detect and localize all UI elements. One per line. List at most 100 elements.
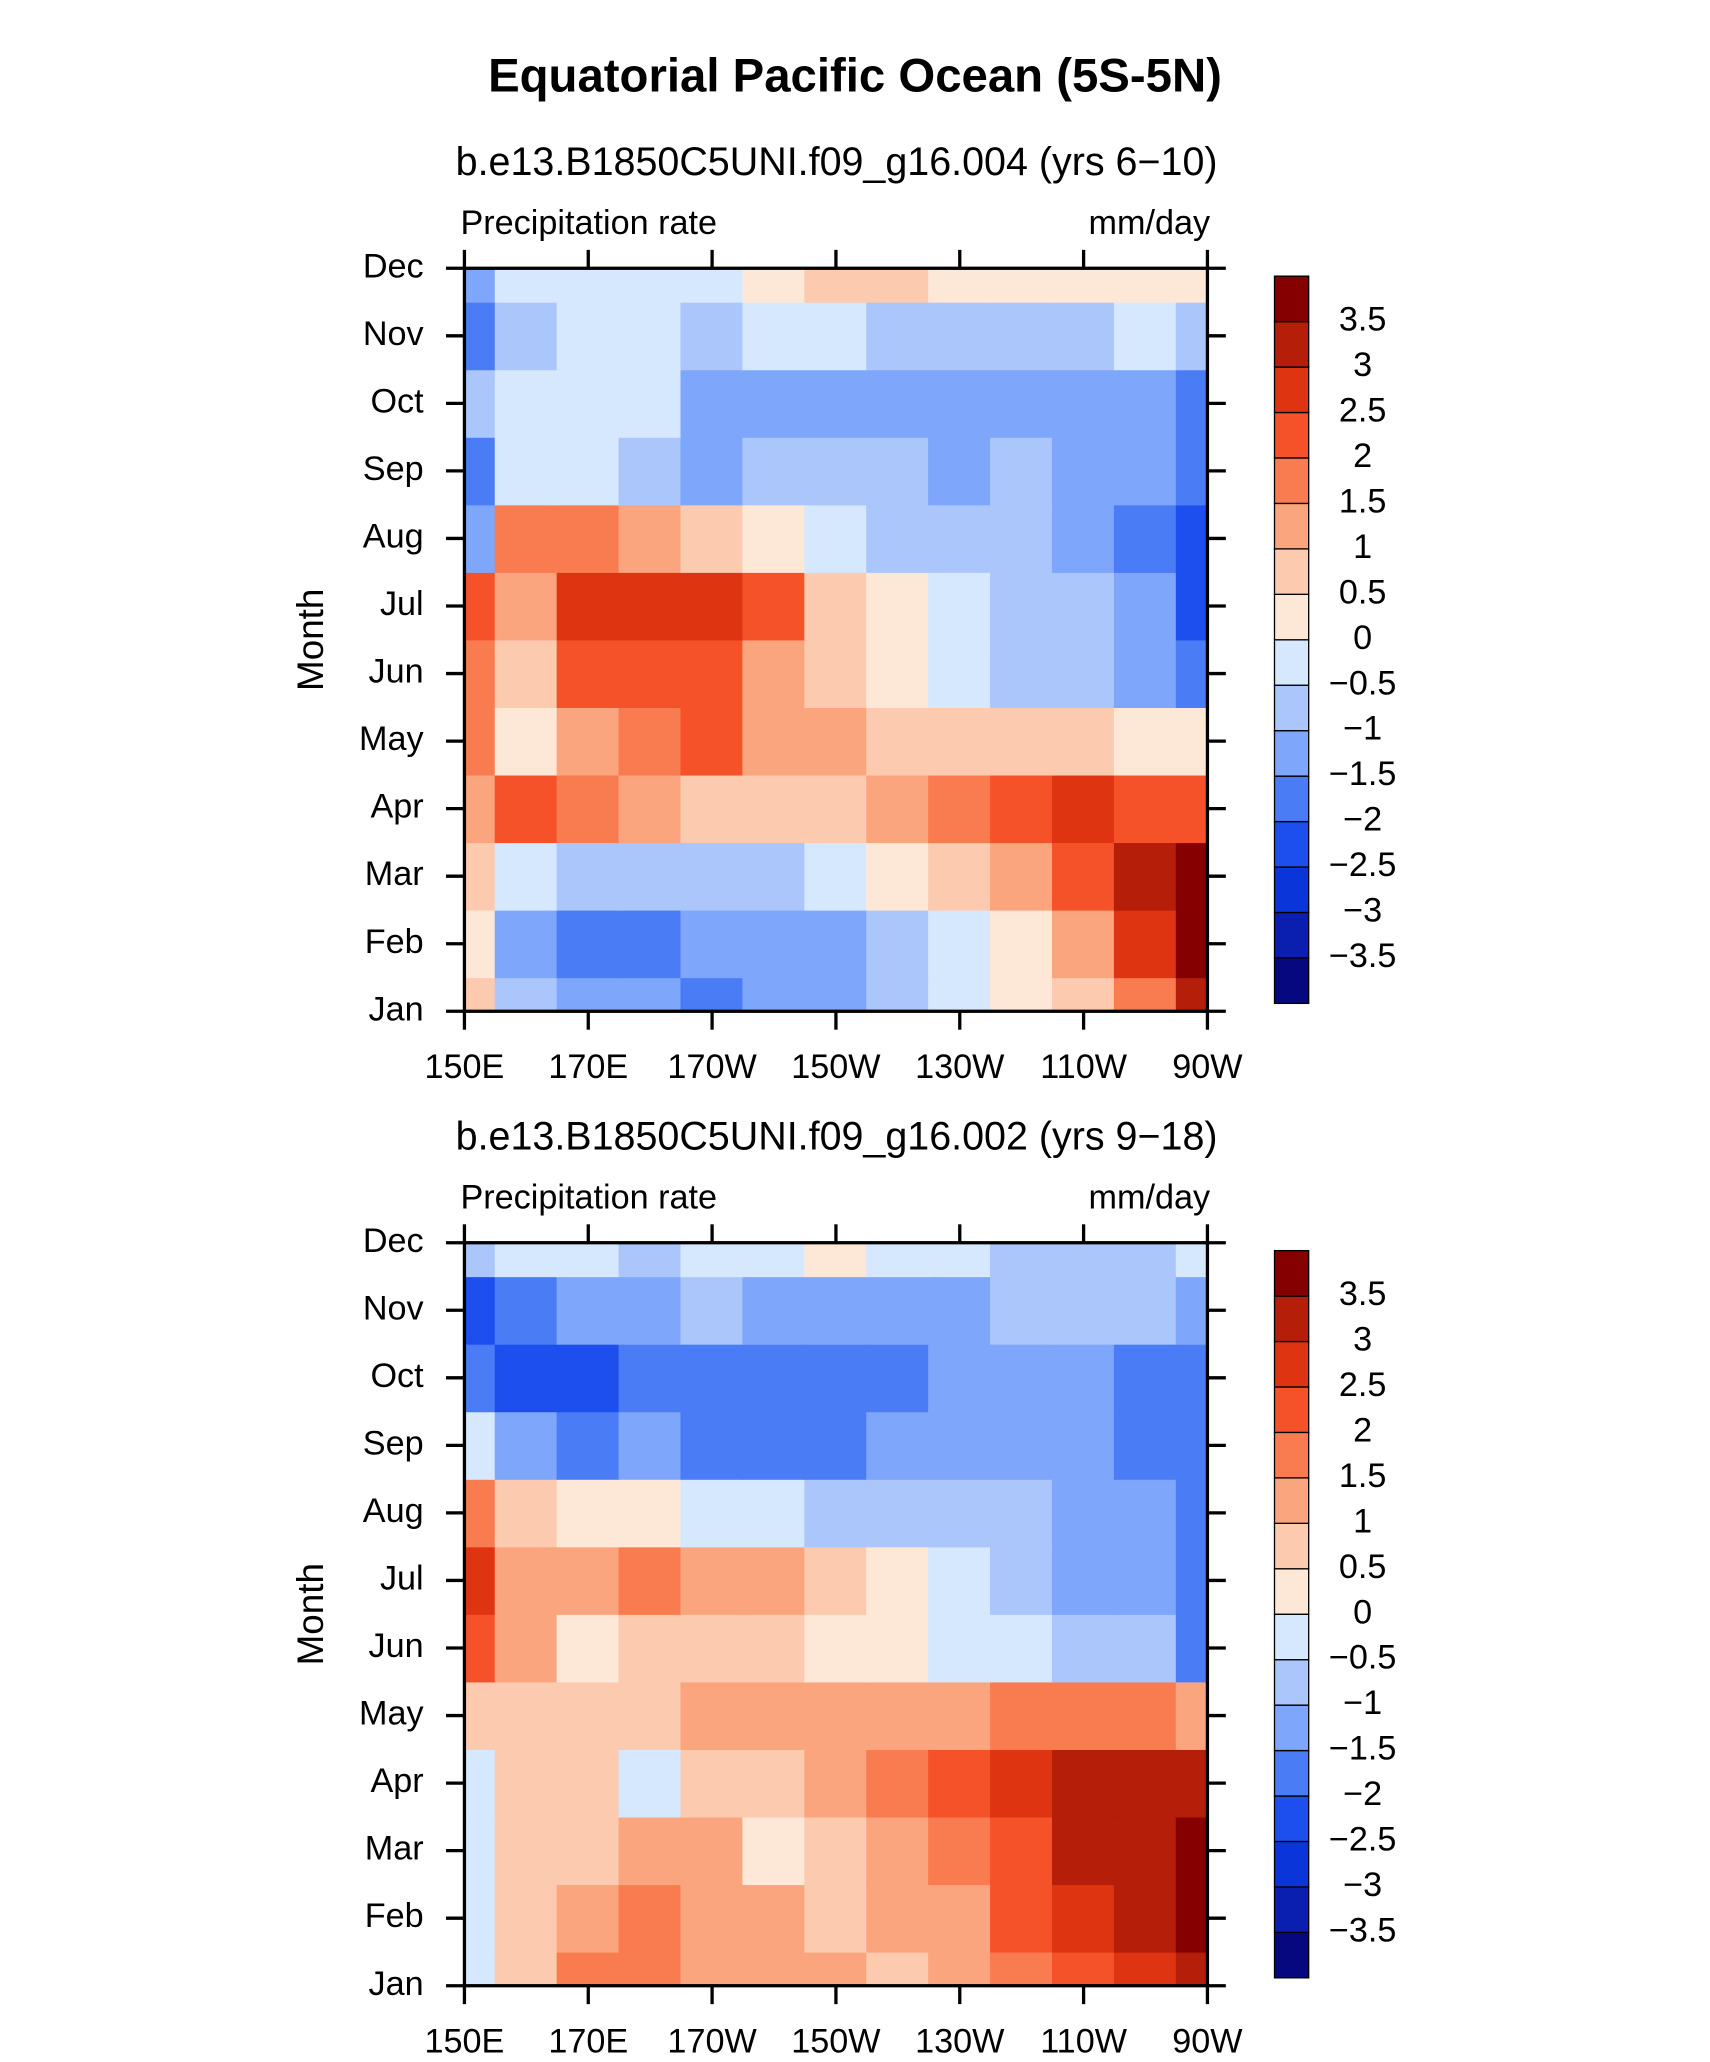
cell bbox=[804, 706, 868, 776]
cell bbox=[494, 1275, 558, 1345]
cell bbox=[804, 504, 868, 573]
colorbar-box bbox=[1273, 1931, 1310, 1979]
cell bbox=[556, 1410, 620, 1480]
x-tick-label: 130W bbox=[915, 2023, 1005, 2061]
cell bbox=[804, 268, 868, 303]
x-tick-label: 150W bbox=[791, 1048, 881, 1086]
cell bbox=[866, 909, 930, 979]
cell bbox=[990, 774, 1054, 844]
cell bbox=[618, 1410, 682, 1480]
cell bbox=[990, 1343, 1054, 1413]
cell bbox=[494, 1410, 558, 1480]
cell bbox=[866, 571, 930, 641]
cell bbox=[1113, 909, 1178, 979]
cell bbox=[1051, 368, 1116, 438]
colorbar-box bbox=[1273, 593, 1310, 641]
cell bbox=[494, 1613, 558, 1683]
cell bbox=[1113, 1478, 1178, 1548]
cell bbox=[680, 1681, 744, 1750]
subtitle: Precipitation rate bbox=[460, 204, 717, 242]
cell bbox=[804, 1546, 868, 1615]
cell bbox=[742, 1546, 806, 1615]
cell bbox=[990, 1748, 1054, 1818]
cell bbox=[990, 268, 1054, 303]
colorbar-label: 0.5 bbox=[1339, 573, 1387, 611]
cell bbox=[742, 639, 806, 708]
cell bbox=[866, 774, 930, 844]
colorbar-box bbox=[1273, 1795, 1310, 1843]
colorbar-label: 3.5 bbox=[1339, 301, 1387, 339]
cell bbox=[804, 1748, 868, 1818]
cell bbox=[618, 1613, 682, 1683]
cell bbox=[804, 841, 868, 911]
colorbar-label: 0.5 bbox=[1339, 1548, 1387, 1586]
cell bbox=[928, 1410, 992, 1480]
cell bbox=[866, 1816, 930, 1886]
y-tick-label: May bbox=[359, 1695, 424, 1733]
cell bbox=[866, 639, 930, 708]
cell bbox=[804, 1410, 868, 1480]
cell bbox=[680, 1546, 744, 1615]
heatmap-cells bbox=[464, 268, 1208, 1012]
x-tick-label: 170W bbox=[667, 2023, 757, 2061]
cell bbox=[556, 909, 620, 979]
cell bbox=[1113, 1748, 1178, 1818]
cell bbox=[618, 909, 682, 979]
cell bbox=[866, 1275, 930, 1345]
cell bbox=[928, 1546, 992, 1615]
colorbar-label: 1.5 bbox=[1339, 482, 1387, 520]
cell bbox=[1113, 1242, 1178, 1278]
cell bbox=[990, 1816, 1054, 1886]
cell bbox=[556, 1748, 620, 1818]
cell bbox=[866, 706, 930, 776]
cell bbox=[680, 909, 744, 979]
cell bbox=[742, 1242, 806, 1278]
cell bbox=[990, 639, 1054, 708]
cell bbox=[742, 1410, 806, 1480]
y-tick-label: Nov bbox=[363, 1289, 424, 1327]
cell bbox=[742, 774, 806, 844]
x-tick-label: 110W bbox=[1040, 2023, 1128, 2061]
colorbar-box bbox=[1273, 366, 1310, 414]
colorbar-label: −2 bbox=[1343, 801, 1382, 839]
cell bbox=[556, 1883, 620, 1953]
cell bbox=[494, 841, 558, 911]
cell bbox=[990, 301, 1054, 371]
x-tick-label: 110W bbox=[1040, 1048, 1128, 1086]
cell bbox=[866, 301, 930, 371]
cell bbox=[556, 368, 620, 438]
cell bbox=[618, 706, 682, 776]
cell bbox=[680, 1613, 744, 1683]
cell bbox=[1113, 1343, 1178, 1413]
cell bbox=[1175, 774, 1208, 844]
colorbar-label: −3.5 bbox=[1329, 937, 1397, 975]
cell bbox=[1051, 1681, 1116, 1750]
x-tick-label: 150E bbox=[425, 1048, 505, 1086]
cell bbox=[1113, 504, 1178, 573]
cell bbox=[618, 1242, 682, 1278]
cell bbox=[618, 436, 682, 506]
cell bbox=[1113, 1613, 1178, 1683]
cell bbox=[556, 301, 620, 371]
y-tick-label: Jan bbox=[369, 1965, 424, 2003]
colorbar-box bbox=[1273, 502, 1310, 550]
colorbar-box bbox=[1273, 820, 1310, 868]
cell bbox=[556, 1275, 620, 1345]
cell bbox=[866, 1681, 930, 1750]
cell bbox=[928, 639, 992, 708]
colorbar-box bbox=[1273, 684, 1310, 732]
y-tick-label: Mar bbox=[365, 855, 424, 893]
colorbar-box bbox=[1273, 548, 1310, 595]
cell bbox=[618, 841, 682, 911]
cell bbox=[618, 774, 682, 844]
cell bbox=[742, 706, 806, 776]
cell bbox=[1051, 639, 1116, 708]
cell bbox=[494, 436, 558, 506]
colorbar-label: −0.5 bbox=[1329, 664, 1397, 702]
cell bbox=[1175, 1613, 1208, 1683]
y-tick-label: May bbox=[359, 720, 424, 758]
cell bbox=[804, 1242, 868, 1278]
cell bbox=[742, 1343, 806, 1413]
cell bbox=[494, 1242, 558, 1278]
colorbar-label: −3 bbox=[1343, 892, 1382, 930]
